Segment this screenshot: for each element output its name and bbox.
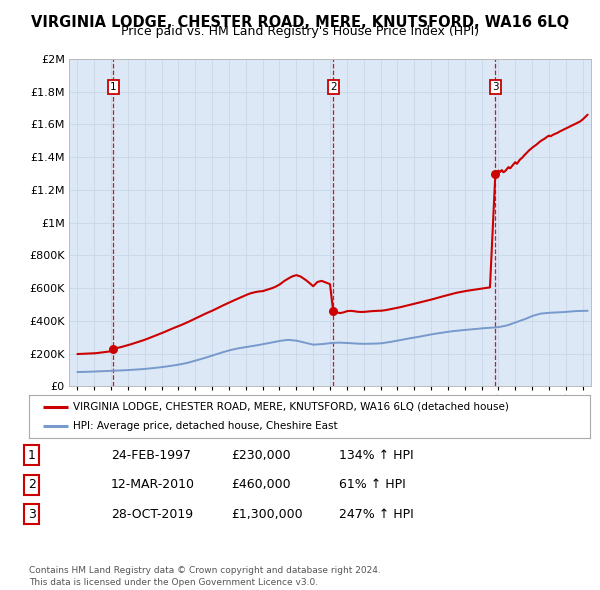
Text: Contains HM Land Registry data © Crown copyright and database right 2024.
This d: Contains HM Land Registry data © Crown c… <box>29 566 380 587</box>
Text: 2: 2 <box>28 478 36 491</box>
Text: 1: 1 <box>28 449 36 462</box>
Text: 134% ↑ HPI: 134% ↑ HPI <box>339 449 413 462</box>
Text: 3: 3 <box>492 82 499 92</box>
Text: 24-FEB-1997: 24-FEB-1997 <box>111 449 191 462</box>
Text: VIRGINIA LODGE, CHESTER ROAD, MERE, KNUTSFORD, WA16 6LQ (detached house): VIRGINIA LODGE, CHESTER ROAD, MERE, KNUT… <box>73 402 508 412</box>
Text: Price paid vs. HM Land Registry's House Price Index (HPI): Price paid vs. HM Land Registry's House … <box>121 25 479 38</box>
Text: 2: 2 <box>330 82 337 92</box>
Text: VIRGINIA LODGE, CHESTER ROAD, MERE, KNUTSFORD, WA16 6LQ: VIRGINIA LODGE, CHESTER ROAD, MERE, KNUT… <box>31 15 569 30</box>
Text: £1,300,000: £1,300,000 <box>231 508 302 521</box>
Text: 61% ↑ HPI: 61% ↑ HPI <box>339 478 406 491</box>
Text: £460,000: £460,000 <box>231 478 290 491</box>
Text: 247% ↑ HPI: 247% ↑ HPI <box>339 508 414 521</box>
Text: 3: 3 <box>28 508 36 521</box>
Text: 28-OCT-2019: 28-OCT-2019 <box>111 508 193 521</box>
Text: 1: 1 <box>110 82 117 92</box>
Text: 12-MAR-2010: 12-MAR-2010 <box>111 478 195 491</box>
Text: HPI: Average price, detached house, Cheshire East: HPI: Average price, detached house, Ches… <box>73 421 337 431</box>
Text: £230,000: £230,000 <box>231 449 290 462</box>
